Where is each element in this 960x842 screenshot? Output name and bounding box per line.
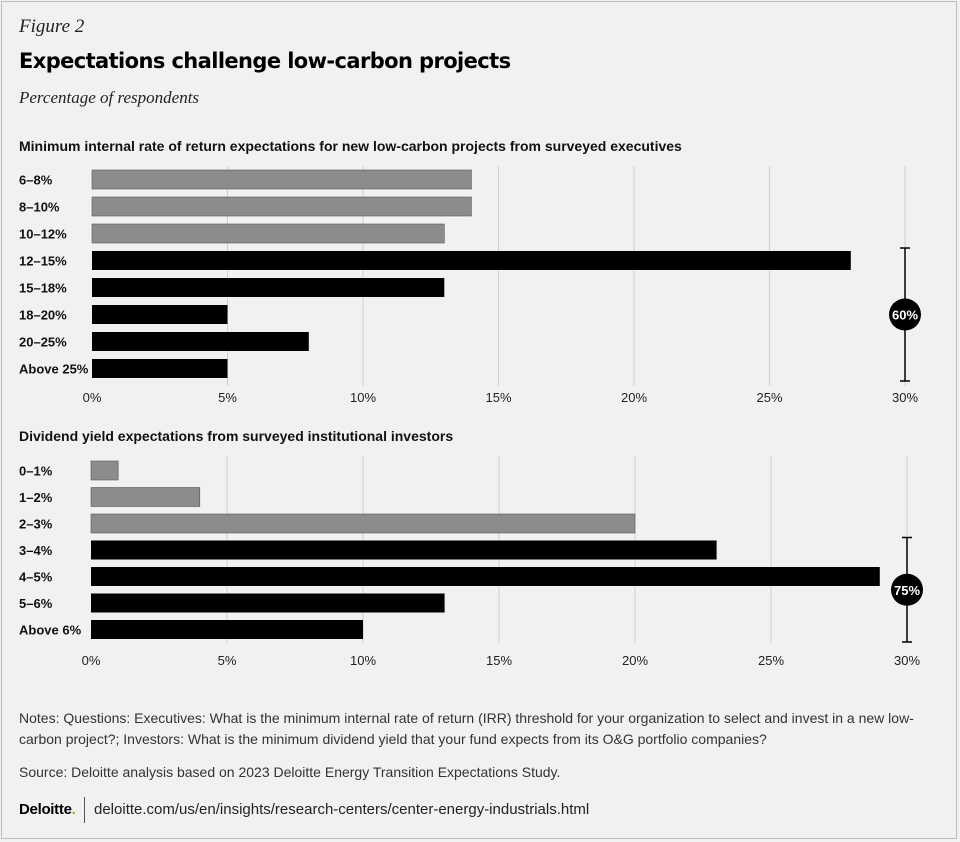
category-label: 2–3% [19, 517, 53, 532]
bracket-badge [889, 298, 921, 331]
bracket-badge-label: 75% [894, 583, 920, 598]
bar [92, 305, 228, 324]
category-label: 8–10% [19, 200, 60, 215]
footer-divider [84, 797, 85, 823]
category-label: 10–12% [19, 227, 67, 242]
category-label: 3–4% [19, 543, 53, 558]
figure-subtitle: Percentage of respondents [19, 88, 200, 107]
bar [91, 196, 472, 217]
bar [91, 540, 717, 560]
source-url-link[interactable]: deloitte.com/us/en/insights/research-cen… [94, 801, 590, 818]
bracket-badge [891, 573, 923, 606]
category-label: 1–2% [19, 490, 53, 505]
x-tick-label: 30% [892, 390, 918, 405]
category-label: 18–20% [19, 308, 67, 323]
chart-2-title: Dividend yield expectations from surveye… [19, 428, 454, 444]
bracket-badge-label: 60% [892, 308, 918, 323]
irr-bar-chart: 0% 5% 10% 15% 20% 25% 30% 6–8% 8–10% 10–12% 12–15%… [19, 166, 921, 405]
chart-1-title: Minimum internal rate of return expectat… [19, 138, 682, 154]
bar [90, 513, 636, 534]
x-tick-label: 15% [486, 653, 512, 668]
x-tick-label: 20% [622, 653, 648, 668]
category-label: 4–5% [19, 570, 53, 585]
x-tick-label: 5% [218, 653, 237, 668]
category-label: Above 6% [19, 623, 82, 638]
figure-label: Figure 2 [19, 16, 85, 37]
category-label: 0–1% [19, 464, 53, 479]
category-label: 15–18% [19, 281, 67, 296]
x-tick-label: 0% [82, 653, 101, 668]
category-label: Above 25% [19, 362, 89, 377]
bar [90, 460, 119, 481]
x-tick-label: 0% [83, 390, 102, 405]
bar [92, 251, 851, 270]
source-text: Source: Deloitte analysis based on 2023 … [19, 764, 561, 780]
x-tick-label: 25% [758, 653, 784, 668]
logo-wordmark: Deloitte [19, 801, 72, 818]
x-tick-label: 10% [350, 390, 376, 405]
bar [91, 593, 445, 613]
bar [92, 332, 309, 351]
x-tick-label: 10% [350, 653, 376, 668]
bar [91, 223, 445, 244]
x-tick-label: 30% [894, 653, 920, 668]
bar [91, 620, 363, 639]
deloitte-logo: Deloitte. [19, 801, 76, 818]
bar [92, 359, 228, 378]
category-label: 5–6% [19, 596, 53, 611]
category-label: 12–15% [19, 254, 67, 269]
category-label: 20–25% [19, 335, 67, 350]
figure-title: Expectations challenge low-carbon projec… [19, 49, 511, 73]
bar [91, 169, 472, 190]
dividend-bar-chart: 0% 5% 10% 15% 20% 25% 30% 0–1% 1–2% 2–3% 3–4% 4–5% 5… [19, 456, 923, 668]
notes-text: Notes: Questions: Executives: What is th… [19, 710, 914, 747]
x-tick-label: 5% [218, 390, 237, 405]
x-tick-label: 25% [756, 390, 782, 405]
bar [92, 278, 445, 297]
bar [91, 567, 880, 586]
logo-dot: . [71, 801, 76, 818]
bar [90, 487, 201, 507]
x-tick-label: 20% [621, 390, 647, 405]
category-label: 6–8% [19, 173, 53, 188]
x-tick-label: 15% [485, 390, 511, 405]
